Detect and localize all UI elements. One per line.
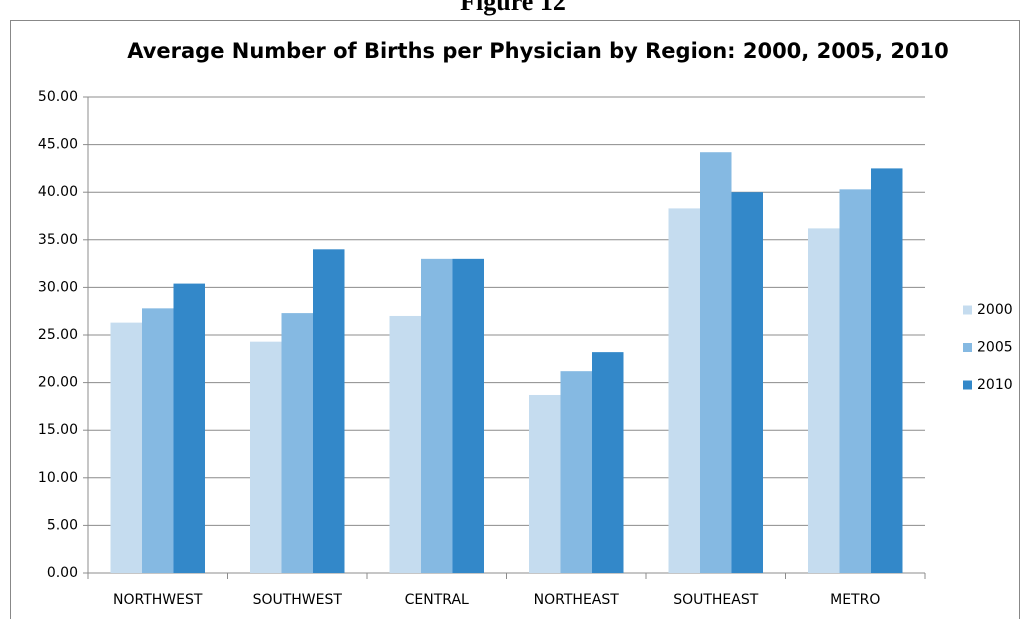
bar — [313, 249, 345, 573]
y-tick-label: 40.00 — [38, 184, 78, 200]
bar — [871, 168, 903, 573]
bar — [839, 189, 871, 573]
bar — [421, 258, 453, 573]
x-tick-label: CENTRAL — [405, 592, 469, 608]
y-tick-label: 30.00 — [38, 279, 78, 295]
bar — [560, 371, 592, 573]
y-tick-label: 20.00 — [38, 375, 78, 391]
bar — [173, 283, 205, 573]
x-tick-label: METRO — [830, 592, 880, 608]
x-tick-label: NORTHEAST — [534, 592, 620, 608]
legend-label: 2005 — [977, 340, 1013, 356]
bar — [529, 394, 561, 573]
x-tick-label: SOUTHEAST — [673, 592, 759, 608]
x-tick-label: NORTHWEST — [113, 592, 203, 608]
chart-title: Average Number of Births per Physician b… — [127, 39, 949, 63]
y-tick-label: 15.00 — [38, 422, 78, 438]
bar — [592, 352, 624, 573]
y-tick-label: 35.00 — [38, 232, 78, 248]
y-tick-label: 0.00 — [47, 565, 78, 581]
legend-swatch — [963, 305, 972, 315]
y-tick-label: 50.00 — [38, 89, 78, 105]
bar — [700, 152, 732, 573]
x-tick-label: SOUTHWEST — [253, 592, 343, 608]
bar — [668, 208, 700, 573]
bar — [808, 228, 840, 573]
legend-swatch — [963, 380, 972, 390]
bar — [731, 192, 763, 573]
bar — [281, 313, 313, 573]
bar — [142, 308, 174, 573]
legend-label: 2000 — [977, 302, 1013, 318]
figure-heading: Figure 12 — [460, 0, 566, 16]
y-tick-label: 45.00 — [38, 137, 78, 153]
legend-swatch — [963, 343, 972, 352]
bar — [389, 315, 421, 573]
bar — [110, 322, 142, 573]
bar — [452, 258, 484, 573]
bar — [250, 341, 282, 573]
y-tick-label: 25.00 — [38, 327, 78, 343]
legend-label: 2010 — [977, 377, 1013, 393]
y-tick-label: 5.00 — [47, 517, 78, 533]
y-tick-label: 10.00 — [38, 470, 78, 486]
